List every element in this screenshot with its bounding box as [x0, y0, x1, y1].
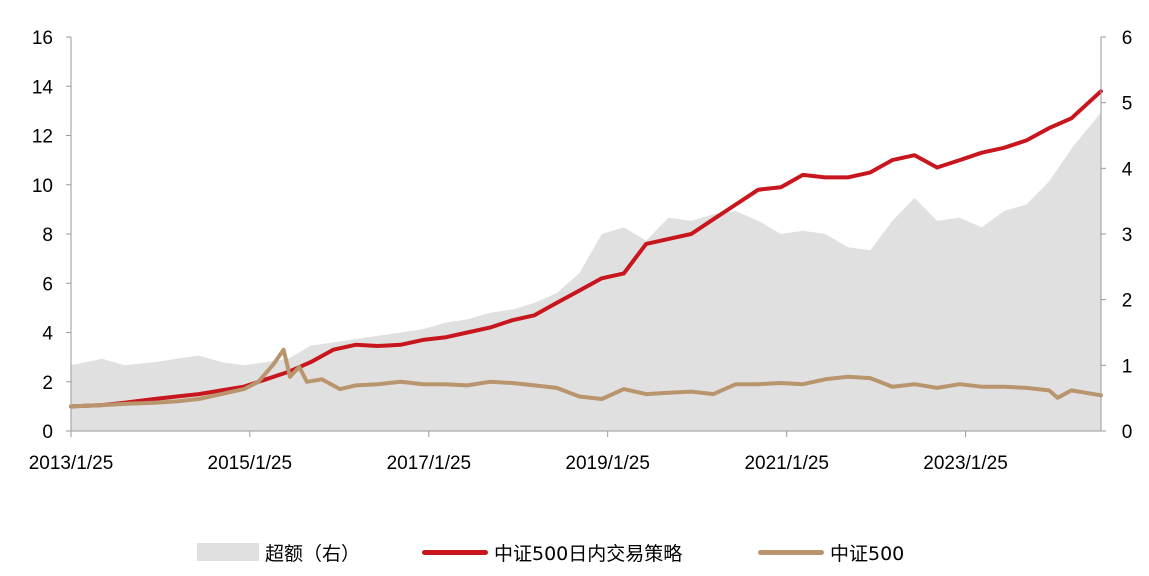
- x-tick-label-2015-1-25: 2015/1/25: [208, 453, 293, 474]
- right-y-tick-label-1: 1: [1122, 356, 1133, 377]
- left-y-tick-label-0: 0: [42, 422, 53, 443]
- left-y-tick-label-2: 2: [42, 373, 53, 394]
- right-y-tick-label-4: 4: [1122, 159, 1133, 180]
- legend-item-excess: 超额（右）: [197, 537, 360, 567]
- excess-area: [71, 112, 1101, 431]
- legend-swatch-csi500-line: [758, 549, 824, 555]
- x-tick-label-2021-1-25: 2021/1/25: [744, 453, 829, 474]
- left-y-tick-label-12: 12: [32, 127, 53, 148]
- right-y-tick-labels: 0 1 2 3 4 5 6: [1122, 28, 1133, 443]
- x-tick-label-2017-1-25: 2017/1/25: [387, 453, 472, 474]
- excess-area-series: [71, 112, 1101, 431]
- legend-swatch-strategy-line: [422, 549, 488, 555]
- legend-swatch-excess-area: [197, 543, 259, 561]
- left-y-tick-label-10: 10: [32, 176, 53, 197]
- x-tick-label-2013-1-25: 2013/1/25: [29, 453, 114, 474]
- left-y-tick-label-4: 4: [42, 324, 53, 345]
- x-tick-labels: 2013/1/25 2015/1/25 2017/1/25 2019/1/25 2021…: [29, 453, 1008, 474]
- right-y-tick-label-3: 3: [1122, 225, 1133, 246]
- left-y-tick-label-6: 6: [42, 274, 53, 295]
- tick-marks: [66, 36, 1106, 437]
- left-y-tick-label-8: 8: [42, 225, 53, 246]
- legend-label-excess: 超额（右）: [265, 542, 361, 565]
- legend-label-strategy: 中证500日内交易策略: [494, 542, 683, 565]
- x-tick-label-2019-1-25: 2019/1/25: [565, 453, 650, 474]
- x-tick-label-2023-1-25: 2023/1/25: [923, 453, 1008, 474]
- left-y-tick-labels: 0 2 4 6 8 10 12 14 16: [32, 28, 54, 443]
- legend-item-strategy: 中证500日内交易策略: [422, 537, 682, 567]
- right-y-tick-label-0: 0: [1122, 422, 1133, 443]
- plot-area: [69, 89, 1103, 431]
- right-y-tick-label-5: 5: [1122, 94, 1133, 115]
- legend-label-csi500: 中证500: [830, 542, 905, 565]
- left-y-tick-label-14: 14: [32, 77, 54, 98]
- line-series-group: [69, 89, 1103, 409]
- legend-item-csi500: 中证500: [758, 537, 904, 567]
- right-y-tick-label-6: 6: [1122, 28, 1133, 49]
- chart-legend: 超额（右） 中证500日内交易策略 中证500: [0, 537, 1149, 567]
- right-y-tick-label-2: 2: [1122, 291, 1133, 312]
- left-y-tick-label-16: 16: [32, 28, 53, 49]
